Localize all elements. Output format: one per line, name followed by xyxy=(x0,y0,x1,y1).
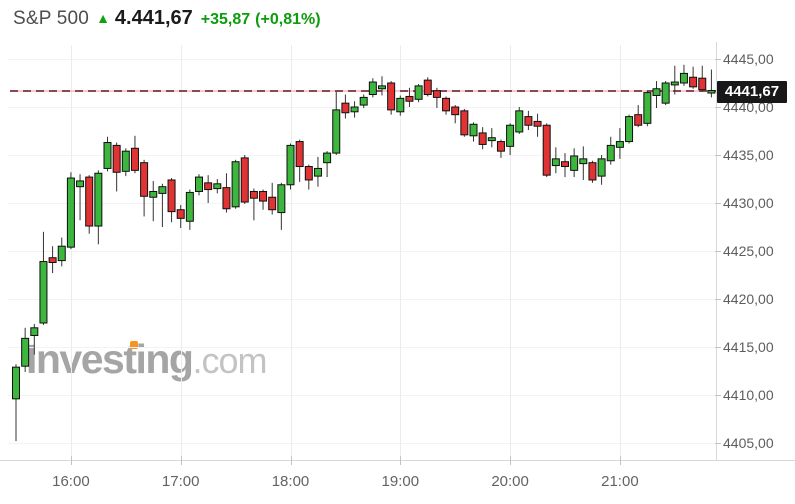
svg-text:4445,00: 4445,00 xyxy=(723,51,774,67)
svg-text:20:00: 20:00 xyxy=(491,473,529,490)
svg-text:16:00: 16:00 xyxy=(52,473,90,490)
last-price: 4.441,67 xyxy=(114,7,193,29)
up-arrow-icon: ▲ xyxy=(96,10,110,26)
svg-text:18:00: 18:00 xyxy=(272,473,310,490)
symbol-name: S&P 500 xyxy=(13,8,90,29)
svg-text:4430,00: 4430,00 xyxy=(723,195,774,211)
svg-text:17:00: 17:00 xyxy=(162,473,200,490)
svg-text:4420,00: 4420,00 xyxy=(723,291,774,307)
svg-text:19:00: 19:00 xyxy=(382,473,420,490)
investing-watermark: Investing.com xyxy=(26,336,268,383)
svg-text:4425,00: 4425,00 xyxy=(723,243,774,259)
watermark-orange-dot-icon xyxy=(130,341,138,349)
svg-text:4435,00: 4435,00 xyxy=(723,147,774,163)
svg-text:21:00: 21:00 xyxy=(601,473,639,490)
watermark-brand: Investing xyxy=(26,336,194,382)
quote-header: S&P 500 ▲ 4.441,67 +35,87 (+0,81%) xyxy=(13,7,321,30)
svg-text:4405,00: 4405,00 xyxy=(723,435,774,451)
watermark-suffix: .com xyxy=(192,340,267,381)
svg-text:4440,00: 4440,00 xyxy=(723,99,774,115)
price-change-percent: (+0,81%) xyxy=(255,11,321,28)
price-change: +35,87 xyxy=(200,11,251,28)
svg-text:4415,00: 4415,00 xyxy=(723,339,774,355)
svg-text:4410,00: 4410,00 xyxy=(723,387,774,403)
last-price-tag: 4441,67 xyxy=(717,81,787,103)
